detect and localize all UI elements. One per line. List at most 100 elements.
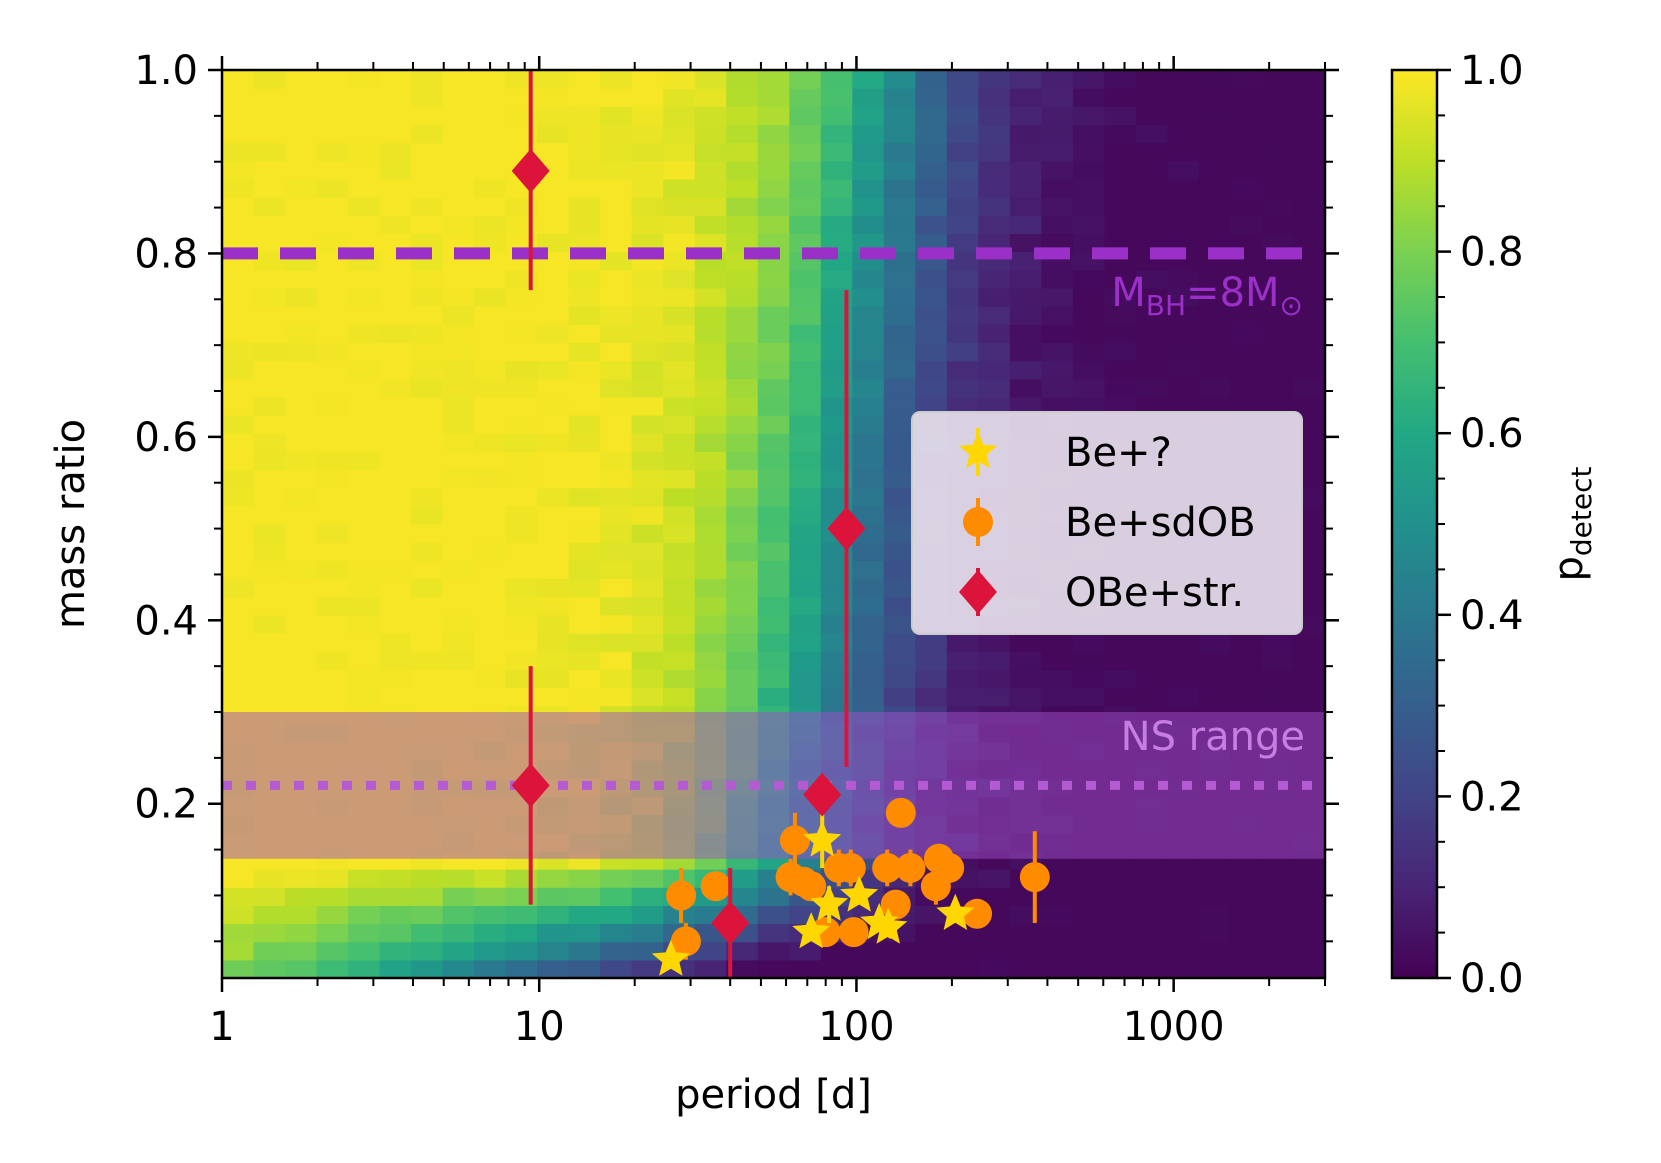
colorbar-tick-label: 0.0 [1460, 956, 1524, 1002]
colorbar-tick-label: 0.4 [1460, 593, 1524, 639]
heatmap-cell [663, 433, 696, 452]
heatmap-cell [631, 124, 664, 144]
heatmap-cell [726, 124, 759, 144]
heatmap-cell [757, 396, 790, 416]
heatmap-cell [285, 905, 318, 925]
y-tick-label: 0.2 [134, 782, 198, 828]
heatmap-cell [316, 342, 349, 362]
heatmap-cell [1167, 124, 1200, 144]
heatmap-cell [600, 560, 633, 580]
heatmap-cell [1230, 923, 1263, 943]
heatmap-cell [505, 887, 538, 906]
heatmap-cell [537, 505, 570, 525]
heatmap-cell [946, 396, 979, 416]
heatmap-cell [348, 505, 381, 525]
heatmap-cell [978, 70, 1011, 89]
heatmap-cell [1261, 869, 1295, 888]
heatmap-cell [316, 487, 349, 507]
heatmap-cell [1167, 959, 1200, 978]
heatmap-cell [631, 596, 664, 616]
heatmap-cell [253, 505, 286, 525]
heatmap-cell [1198, 360, 1232, 380]
heatmap-cell [1135, 306, 1169, 325]
heatmap-cell [411, 905, 444, 925]
heatmap-cell [1072, 669, 1105, 689]
heatmap-cell [222, 887, 255, 906]
heatmap-cell [1104, 142, 1137, 162]
heatmap-cell [1261, 669, 1295, 689]
heatmap-cell [285, 487, 318, 507]
heatmap-cell [978, 178, 1011, 198]
heatmap-cell [316, 959, 349, 978]
heatmap-cell [442, 887, 475, 906]
heatmap-cell [631, 324, 664, 343]
heatmap-cell [631, 560, 664, 580]
heatmap-cell [348, 215, 381, 235]
heatmap-cell [222, 905, 255, 925]
heatmap-cell [568, 578, 601, 598]
plot-frame [220, 68, 1327, 980]
heatmap-cell [253, 433, 286, 452]
heatmap-cell [348, 651, 381, 670]
heatmap-cell [505, 941, 538, 961]
colorbar-label-main: p [1546, 556, 1592, 581]
heatmap-cell [505, 524, 538, 543]
heatmap-cell [1041, 124, 1074, 144]
heatmap-cell [222, 687, 255, 707]
ns-range-label: NS range [1121, 714, 1305, 760]
heatmap-cell [222, 941, 255, 961]
heatmap-cell [1198, 941, 1232, 961]
heatmap-cell [915, 160, 948, 180]
heatmap-cell [474, 451, 507, 471]
heatmap-cell [285, 560, 318, 580]
heatmap-cell [852, 505, 885, 525]
heatmap-cell [1072, 142, 1105, 162]
data-point [666, 880, 697, 911]
data-point [803, 772, 842, 817]
heatmap-cell [600, 614, 633, 634]
heatmap-cell [474, 614, 507, 634]
heatmap-cell [474, 324, 507, 343]
heatmap-cell [411, 614, 444, 634]
heatmap-cell [474, 687, 507, 707]
heatmap-cell [726, 578, 759, 598]
heatmap-cell [474, 124, 507, 144]
heatmap-cell [600, 88, 633, 107]
heatmap-cell [631, 197, 664, 216]
heatmap-cell [537, 142, 570, 162]
heatmap-cell [789, 160, 822, 180]
heatmap-cell [253, 578, 286, 598]
heatmap-cell [1198, 88, 1232, 107]
heatmap-cell [316, 923, 349, 943]
heatmap-cell [537, 542, 570, 561]
heatmap-cell [631, 923, 664, 943]
heatmap-cell [631, 269, 664, 289]
heatmap-cell [820, 215, 853, 235]
heatmap-cell [757, 142, 790, 162]
heatmap-cell [978, 632, 1011, 652]
heatmap-cell [442, 378, 475, 398]
heatmap-cell [1072, 88, 1105, 107]
data-point [838, 917, 869, 948]
heatmap-cell [789, 542, 822, 561]
heatmap-cell [852, 396, 885, 416]
heatmap-cell [694, 469, 727, 489]
heatmap-cell [442, 342, 475, 362]
heatmap-cell [946, 269, 979, 289]
heatmap-cell [915, 124, 948, 144]
heatmap-cell [348, 269, 381, 289]
heatmap-cell [316, 669, 349, 689]
heatmap-cell [474, 306, 507, 325]
heatmap-cell [1167, 269, 1200, 289]
heatmap-cell [379, 651, 412, 670]
heatmap-cell [694, 451, 727, 471]
heatmap-cell [1104, 632, 1137, 652]
heatmap-cell [852, 197, 885, 216]
heatmap-cell [852, 160, 885, 180]
heatmap-cell [285, 324, 318, 343]
heatmap-cell [694, 959, 727, 978]
heatmap-cell [600, 687, 633, 707]
heatmap-cell [694, 142, 727, 162]
heatmap-cell [442, 70, 475, 89]
heatmap-cell [474, 542, 507, 561]
